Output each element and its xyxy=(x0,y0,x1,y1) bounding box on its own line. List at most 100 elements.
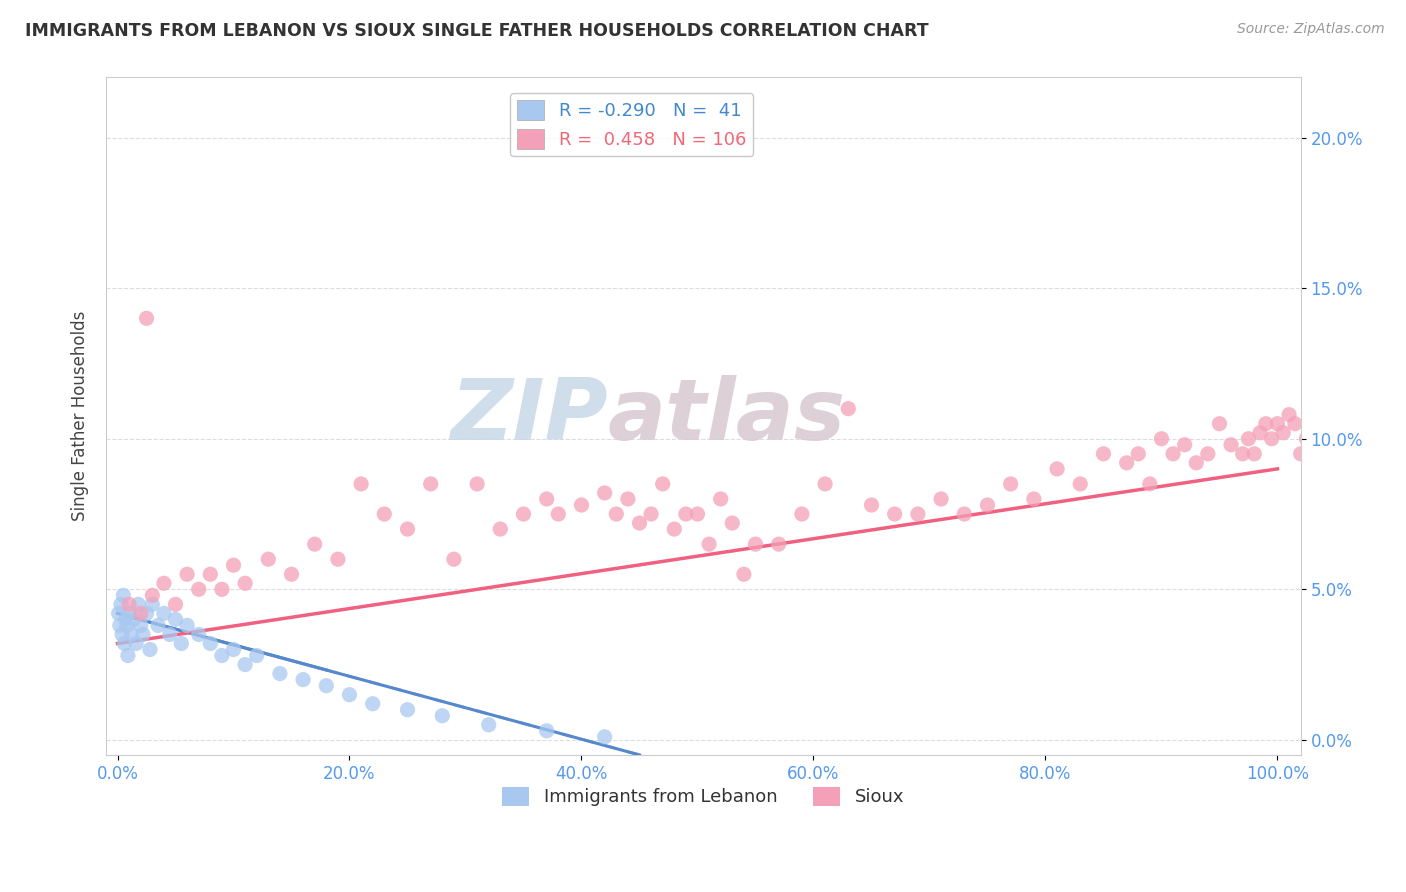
Point xyxy=(1347,432,1369,446)
Point xyxy=(628,516,651,530)
Point xyxy=(1197,447,1219,461)
Point xyxy=(478,718,501,732)
Point xyxy=(640,507,662,521)
Point xyxy=(1371,432,1393,446)
Point xyxy=(165,612,187,626)
Point xyxy=(187,627,209,641)
Text: IMMIGRANTS FROM LEBANON VS SIOUX SINGLE FATHER HOUSEHOLDS CORRELATION CHART: IMMIGRANTS FROM LEBANON VS SIOUX SINGLE … xyxy=(25,22,929,40)
Point xyxy=(1278,408,1301,422)
Point xyxy=(135,311,157,326)
Point xyxy=(373,507,395,521)
Point xyxy=(1232,447,1254,461)
Point xyxy=(141,598,163,612)
Point xyxy=(187,582,209,597)
Point xyxy=(125,636,148,650)
Point xyxy=(1260,432,1282,446)
Point xyxy=(768,537,790,551)
Point xyxy=(512,507,534,521)
Point xyxy=(153,607,176,621)
Point xyxy=(135,607,157,621)
Point xyxy=(1319,432,1341,446)
Point xyxy=(651,477,673,491)
Point xyxy=(129,618,152,632)
Point xyxy=(883,507,905,521)
Point xyxy=(326,552,349,566)
Point xyxy=(304,537,326,551)
Point xyxy=(686,507,709,521)
Point xyxy=(489,522,512,536)
Text: Source: ZipAtlas.com: Source: ZipAtlas.com xyxy=(1237,22,1385,37)
Point xyxy=(153,576,176,591)
Point xyxy=(744,537,766,551)
Point xyxy=(1306,438,1329,452)
Point xyxy=(1115,456,1137,470)
Point xyxy=(710,491,733,506)
Point xyxy=(141,588,163,602)
Point xyxy=(907,507,929,521)
Point xyxy=(1353,417,1375,431)
Point xyxy=(117,648,139,663)
Point xyxy=(115,618,138,632)
Point xyxy=(1174,438,1197,452)
Point xyxy=(280,567,302,582)
Point xyxy=(675,507,697,521)
Point xyxy=(1128,447,1150,461)
Point xyxy=(200,567,222,582)
Point xyxy=(1249,425,1271,440)
Point xyxy=(1313,417,1336,431)
Point xyxy=(1000,477,1022,491)
Point xyxy=(222,642,245,657)
Point xyxy=(465,477,488,491)
Y-axis label: Single Father Households: Single Father Households xyxy=(72,311,89,521)
Point xyxy=(118,607,141,621)
Point xyxy=(315,679,337,693)
Point xyxy=(165,598,187,612)
Point xyxy=(929,491,952,506)
Point xyxy=(733,567,755,582)
Point xyxy=(107,607,129,621)
Point xyxy=(396,703,419,717)
Point xyxy=(292,673,315,687)
Point xyxy=(1284,417,1306,431)
Point xyxy=(1382,417,1405,431)
Point xyxy=(1092,447,1115,461)
Point xyxy=(1243,447,1265,461)
Point xyxy=(112,588,135,602)
Point xyxy=(146,618,169,632)
Point xyxy=(1272,425,1295,440)
Point xyxy=(1185,456,1208,470)
Point xyxy=(697,537,720,551)
Point xyxy=(108,618,131,632)
Point xyxy=(211,582,233,597)
Point xyxy=(593,730,616,744)
Point xyxy=(1161,447,1184,461)
Point xyxy=(536,723,558,738)
Point xyxy=(122,612,145,626)
Point xyxy=(1341,417,1364,431)
Point xyxy=(176,567,198,582)
Point xyxy=(114,612,136,626)
Point xyxy=(536,491,558,506)
Point xyxy=(200,636,222,650)
Point xyxy=(339,688,361,702)
Point xyxy=(233,576,256,591)
Point xyxy=(129,607,152,621)
Point xyxy=(120,627,142,641)
Point xyxy=(1069,477,1091,491)
Point xyxy=(1295,432,1317,446)
Point xyxy=(396,522,419,536)
Point xyxy=(953,507,976,521)
Point xyxy=(176,618,198,632)
Point xyxy=(361,697,384,711)
Point xyxy=(571,498,593,512)
Legend: Immigrants from Lebanon, Sioux: Immigrants from Lebanon, Sioux xyxy=(495,780,911,814)
Point xyxy=(976,498,998,512)
Point xyxy=(233,657,256,672)
Point xyxy=(132,627,155,641)
Point xyxy=(1139,477,1161,491)
Point xyxy=(127,598,149,612)
Point xyxy=(139,642,162,657)
Point xyxy=(211,648,233,663)
Point xyxy=(222,558,245,573)
Point xyxy=(1393,432,1406,446)
